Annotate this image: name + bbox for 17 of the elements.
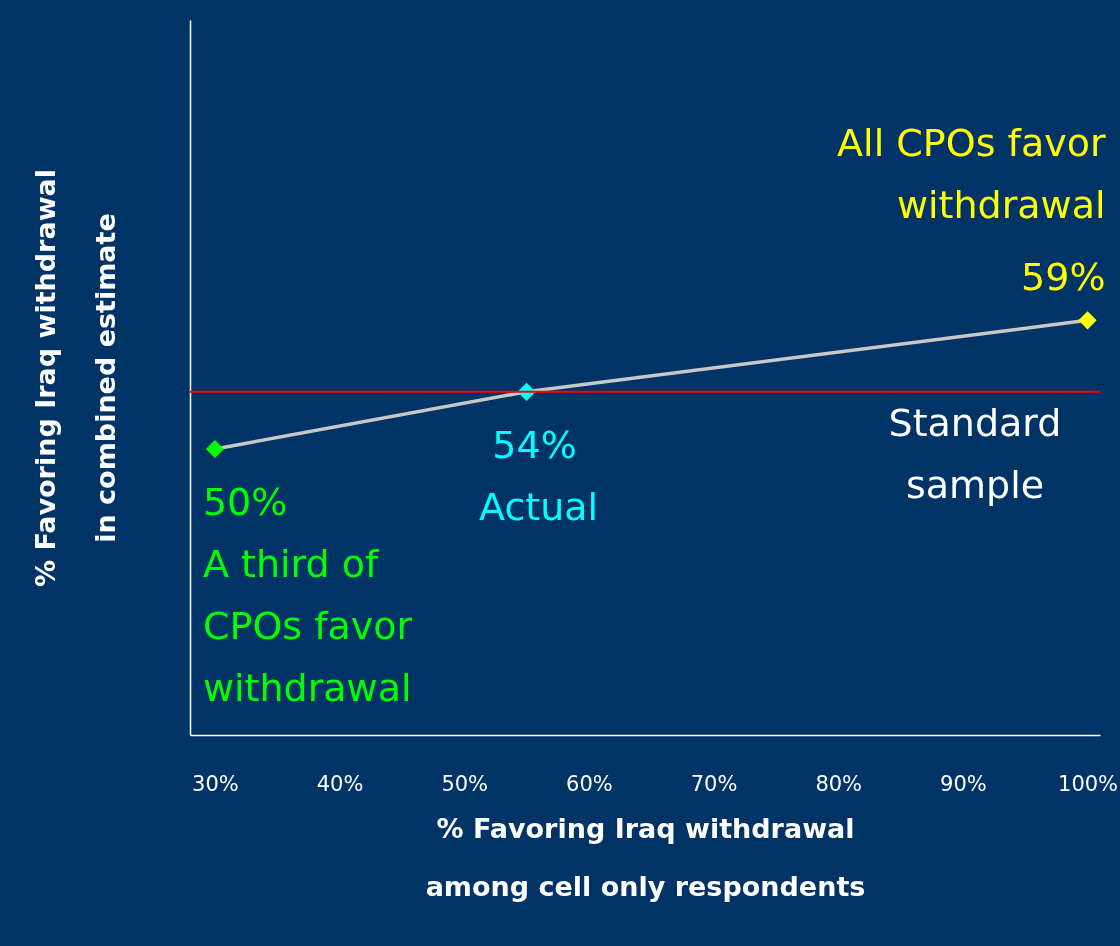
annotation: All CPOs favor withdrawal <box>837 121 1106 228</box>
x-tick-label: 30% <box>192 771 239 796</box>
x-tick-label: 80% <box>815 771 863 796</box>
data-label: 54% <box>492 422 577 467</box>
x-tick-label: 100% <box>1058 771 1119 796</box>
data-label: 59% <box>1021 255 1106 300</box>
x-tick-label: 90% <box>940 771 987 796</box>
x-tick-label: 40% <box>316 771 364 796</box>
ref-line-label: Standard sample <box>888 400 1062 507</box>
data-label: 50% <box>202 480 288 524</box>
x-tick-label: 70% <box>690 771 738 796</box>
annotation: Actual <box>479 484 599 529</box>
x-tick-label: 60% <box>566 771 613 796</box>
x-axis-title: % Favoring Iraq withdrawal among cell only respondents <box>425 812 866 902</box>
x-tick-label: 50% <box>441 771 489 796</box>
annotation: A third of CPOs favor withdrawal <box>202 542 413 710</box>
y-axis-title: % Favoring Iraq withdrawal in combined estimate <box>29 168 121 588</box>
